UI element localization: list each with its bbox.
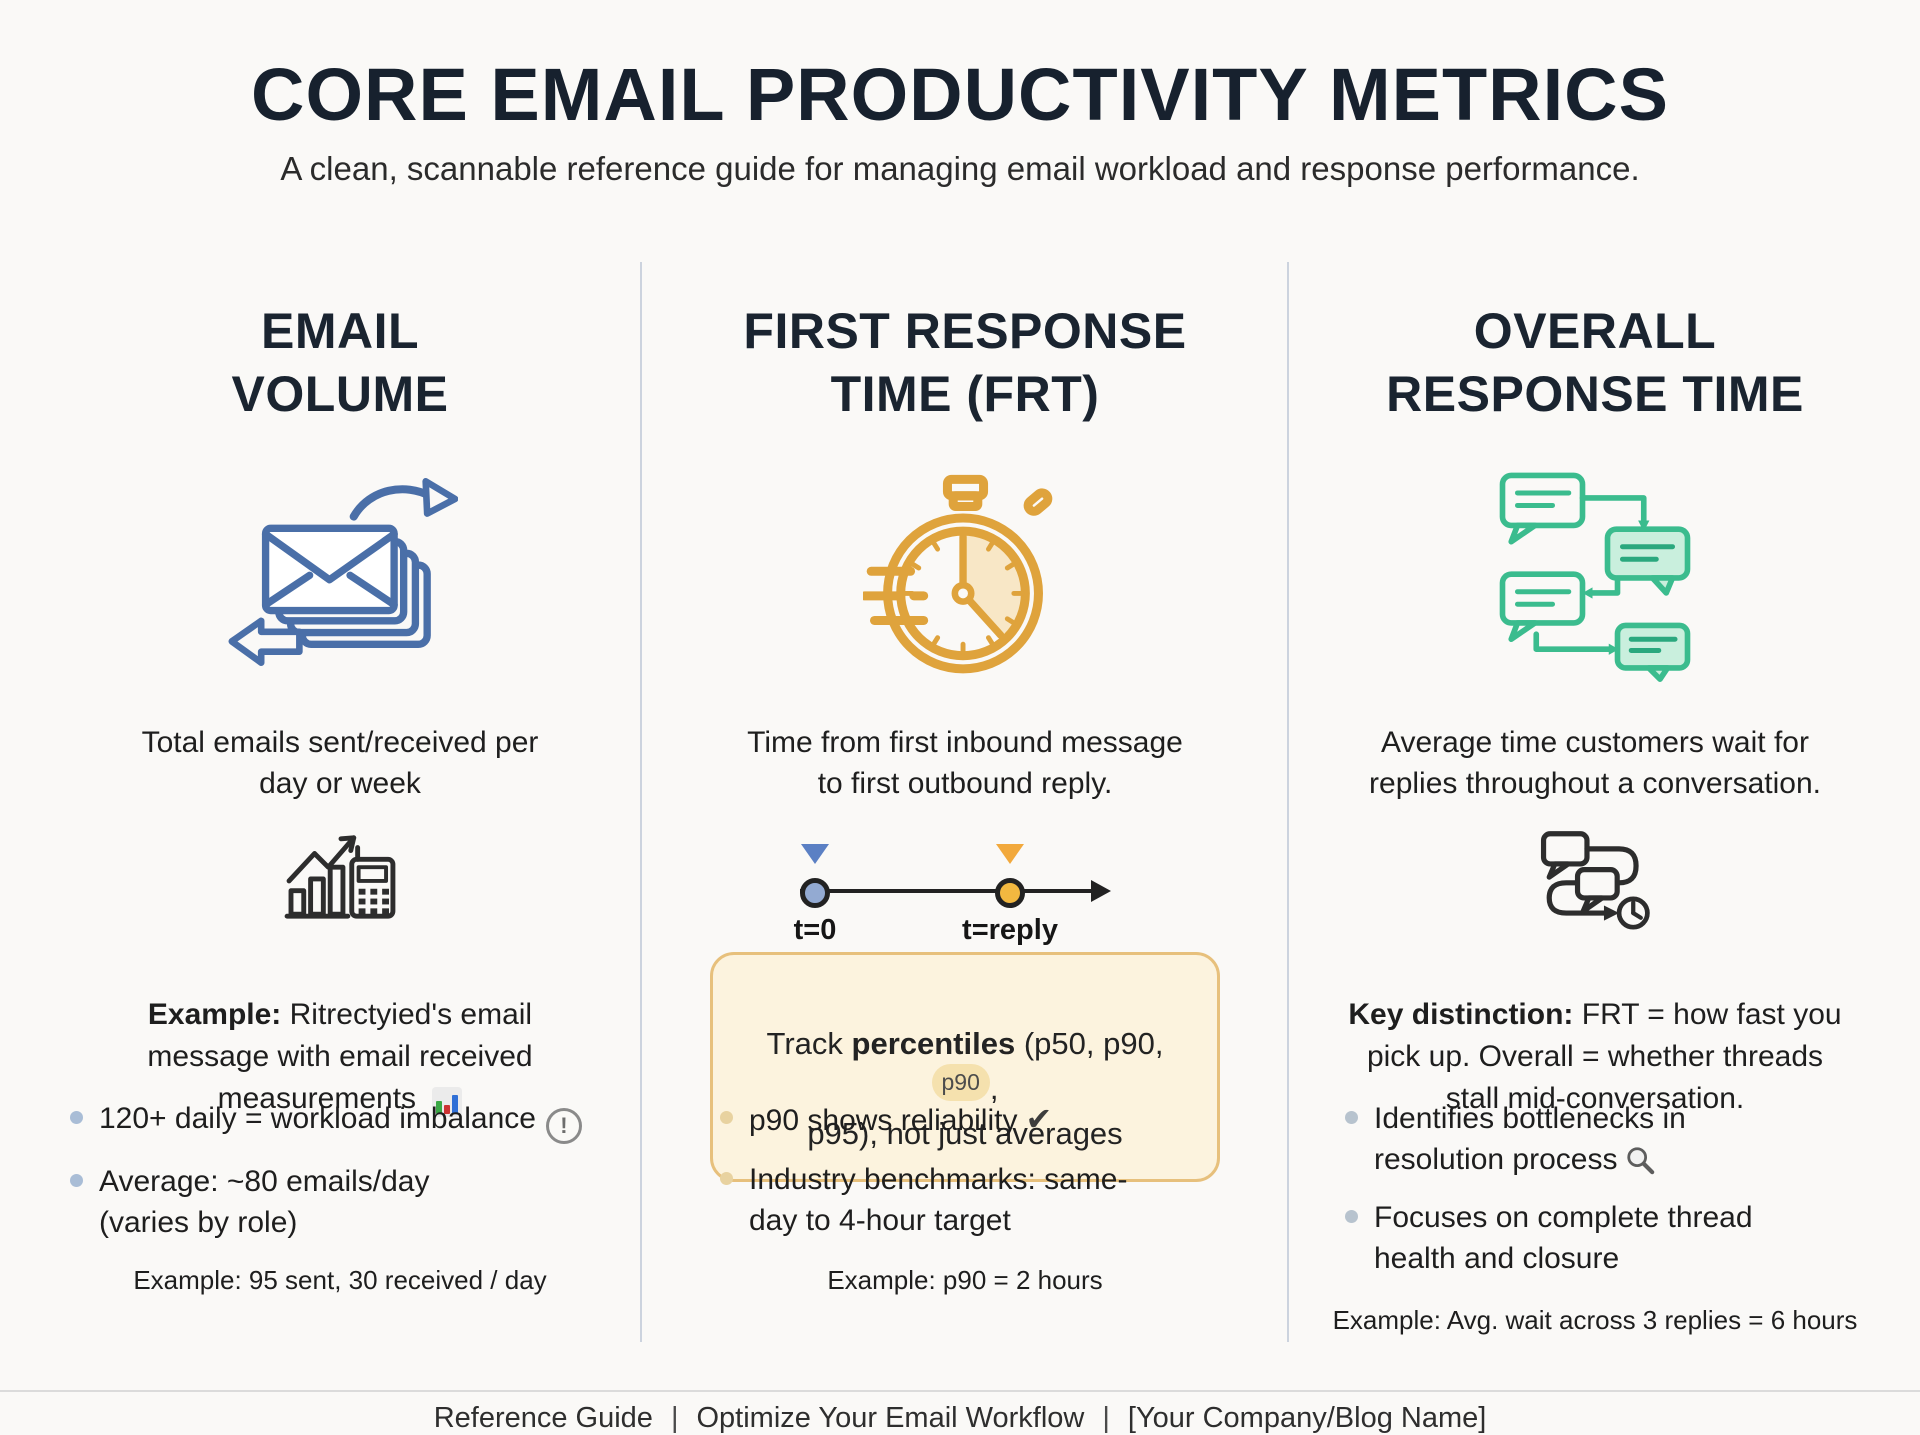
list-item: p90 shows reliability ✔ (720, 1098, 1270, 1142)
bullet-dot (70, 1111, 83, 1124)
column-heading: OVERALL RESPONSE TIME (1386, 303, 1804, 422)
check-icon: ✔ (1025, 1101, 1053, 1137)
column-heading: EMAIL VOLUME (231, 303, 449, 422)
column-divider (640, 262, 642, 1342)
footer-item: Optimize Your Email Workflow (696, 1402, 1085, 1434)
bullet-text: p90 shows reliability ✔ (749, 1101, 1053, 1137)
chat-thread-flow-icon (1295, 452, 1895, 702)
footer-item: [Your Company/Blog Name] (1127, 1402, 1487, 1434)
column-footnote: Example: p90 = 2 hours (827, 1265, 1103, 1295)
key-distinction-label: Key distinction: (1348, 998, 1574, 1031)
timeline-end-label: t=reply (962, 914, 1058, 946)
page-subtitle: A clean, scannable reference guide for m… (280, 150, 1640, 187)
bullet-dot (720, 1171, 733, 1185)
reply-marker-icon (996, 844, 1024, 864)
key-distinction-paragraph: Key distinction: FRT = how fast you pick… (1295, 952, 1895, 1120)
bullet-dot (1345, 1210, 1358, 1224)
list-item: Identifies bottlenecks in resolution pro… (1345, 1098, 1895, 1180)
inbound-marker-icon (801, 844, 829, 864)
page-title: CORE EMAIL PRODUCTIVITY METRICS (251, 53, 1669, 136)
example-label: Example: (147, 998, 282, 1031)
percentiles-highlight-box: Track percentiles (p50, p90, p90, p95), … (710, 952, 1220, 1182)
timeline-start-dot (800, 878, 830, 908)
bar-chart-emoji (432, 1087, 463, 1117)
column-divider (1287, 262, 1289, 1342)
column-overall-response-time: OVERALL RESPONSE TIME Aver (1295, 0, 1895, 1433)
bullet-text: Average: ~80 emails/day (varies by role) (99, 1165, 430, 1240)
example-paragraph: Example: Ritrectyied's email message wit… (55, 952, 625, 1120)
bullet-text: Identifies bottlenecks in resolution pro… (1374, 1102, 1686, 1177)
conversation-loop-clock-icon (1295, 828, 1895, 938)
list-item: Focuses on complete thread health and cl… (1345, 1197, 1895, 1279)
footer-divider (0, 1390, 1920, 1392)
footer-separator: | (1102, 1402, 1110, 1434)
column-footnote: Example: 95 sent, 30 received / day (133, 1265, 547, 1295)
metric-description: Average time customers wait for replies … (1369, 726, 1821, 801)
bullet-text: Focuses on complete thread health and cl… (1374, 1201, 1753, 1276)
timeline-line (800, 889, 1092, 893)
footer: Reference Guide | Optimize Your Email Work… (0, 1402, 1920, 1435)
list-item: Average: ~80 emails/day (varies by role) (70, 1161, 625, 1243)
column-email-volume: EMAIL VOLUME Total emails sent/received … (55, 0, 625, 1433)
bullet-dot (70, 1174, 83, 1188)
email-stack-send-receive-icon (55, 452, 625, 702)
key-distinction-text: FRT = how fast you pick up. Overall = wh… (1366, 998, 1842, 1115)
magnifier-icon (1627, 1147, 1655, 1175)
metric-description: Time from first inbound message to first… (747, 726, 1183, 801)
bullet-dot (720, 1111, 733, 1124)
timeline-end-dot (995, 878, 1025, 908)
column-first-response-time: FIRST RESPONSE TIME (FRT) (660, 0, 1270, 1433)
list-item: Industry benchmarks: same- day to 4-hour… (720, 1159, 1270, 1241)
bullet-text: Industry benchmarks: same- day to 4-hour… (749, 1162, 1128, 1237)
bullet-list: Identifies bottlenecks in resolution pro… (1295, 1098, 1895, 1296)
column-footnote: Example: Avg. wait across 3 replies = 6 … (1332, 1305, 1858, 1335)
bullet-list: 120+ daily = workload imbalance! Average… (55, 1098, 625, 1260)
alert-circle-icon: ! (545, 1108, 582, 1145)
list-item: 120+ daily = workload imbalance! (70, 1098, 625, 1145)
timeline-arrowhead (1091, 880, 1111, 902)
frt-timeline-diagram: t=0 t=reply (660, 828, 1270, 946)
column-heading: FIRST RESPONSE TIME (FRT) (743, 303, 1187, 422)
example-text: Ritrectyied's email message with email r… (147, 998, 533, 1115)
footer-separator: | (670, 1402, 679, 1434)
footer-item: Reference Guide (433, 1402, 653, 1434)
bar-chart-calculator-icon (55, 828, 625, 938)
stopwatch-icon (660, 452, 1270, 702)
bullet-dot (1345, 1111, 1358, 1124)
bullet-text: 120+ daily = workload imbalance! (99, 1098, 582, 1145)
metric-description: Total emails sent/received per day or we… (141, 726, 539, 801)
bullet-list: p90 shows reliability ✔ Industry benchmar… (660, 1098, 1270, 1258)
p90-chip: p90 (931, 1063, 990, 1102)
timeline-start-label: t=0 (793, 914, 837, 946)
